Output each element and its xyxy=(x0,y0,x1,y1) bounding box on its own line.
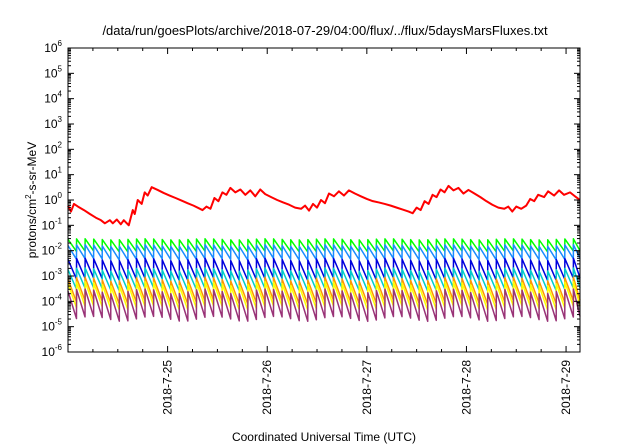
y-tick-label: 10-5 xyxy=(42,318,63,334)
x-axis-label: Coordinated Universal Time (UTC) xyxy=(232,430,416,444)
y-tick-label: 103 xyxy=(44,115,62,131)
x-tick-label: 2018-7-25 xyxy=(161,360,175,415)
chart-title: /data/run/goesPlots/archive/2018-07-29/0… xyxy=(102,23,548,38)
y-tick-label: 105 xyxy=(44,64,62,80)
x-tick-label: 2018-7-26 xyxy=(260,360,274,415)
x-tick-label: 2018-7-27 xyxy=(360,360,374,415)
series-line-1 xyxy=(67,184,581,227)
x-tick-label: 2018-7-28 xyxy=(459,360,473,415)
y-tick-label: 100 xyxy=(44,191,62,207)
y-tick-label: 101 xyxy=(44,166,62,182)
y-tick-label: 10-4 xyxy=(42,292,63,308)
y-axis: 10-6 10-5 10-4 10-3 10-2 10-1 100 101 102 103 104 1… xyxy=(42,39,580,359)
y-axis-label: protons/cm2-s-sr-MeV xyxy=(24,142,39,258)
y-tick-label: 10-1 xyxy=(42,216,63,232)
y-tick-label: 10-3 xyxy=(42,267,63,283)
x-axis: 2018-7-25 2018-7-26 2018-7-27 2018-7-28 2018… xyxy=(67,48,573,415)
y-tick-label: 106 xyxy=(44,39,62,55)
y-tick-label: 10-6 xyxy=(42,343,63,359)
y-tick-label: 102 xyxy=(44,140,62,156)
x-tick-label: 2018-7-29 xyxy=(559,360,573,415)
series-layer xyxy=(67,184,581,323)
series-line-3 xyxy=(67,243,581,261)
y-tick-label: 10-2 xyxy=(42,242,63,258)
y-tick-label: 104 xyxy=(44,90,62,106)
series-line-8 xyxy=(67,288,581,323)
